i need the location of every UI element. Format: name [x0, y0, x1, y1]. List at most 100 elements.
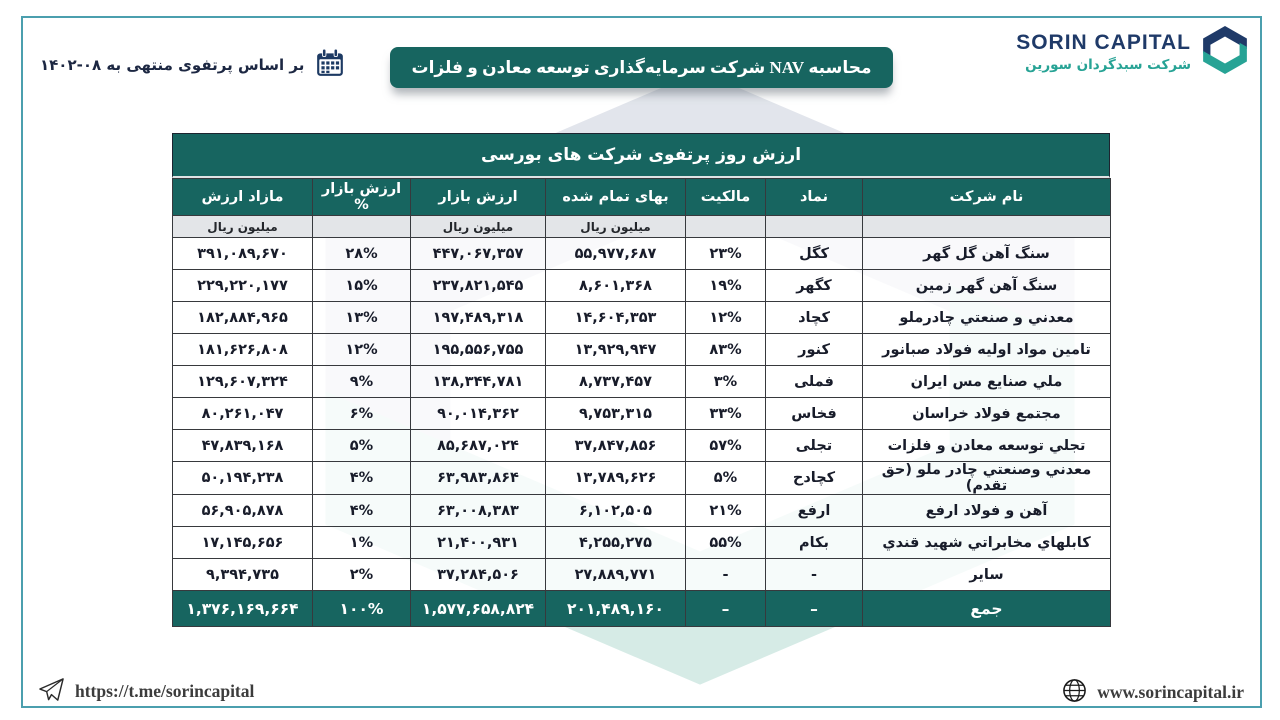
unit-cell — [862, 215, 1111, 238]
table-cell: تجلی — [765, 429, 863, 462]
telegram-plane-icon — [38, 676, 65, 707]
table-cell: ۶۳,۹۸۳,۸۶۴ — [410, 461, 546, 495]
table-cell: ۶۳,۰۰۸,۳۸۳ — [410, 494, 546, 527]
table-cell: بکام — [765, 526, 863, 559]
table-cell: ۵۶,۹۰۵,۸۷۸ — [172, 494, 313, 527]
table-cell: کچادح — [765, 461, 863, 495]
table-cell: ۱۹۷,۴۸۹,۳۱۸ — [410, 301, 546, 334]
total-row: جمع – –۲۰۱,۴۸۹,۱۶۰ ۱,۵۷۷,۶۵۸,۸۲۴ ۱۰۰% ۱,۳۷۶,۱… — [172, 590, 1111, 627]
portfolio-table: ارزش روز پرتفوی شرکت های بورسی نام شرکت ن… — [172, 133, 1111, 627]
table-cell: ۹,۷۵۳,۳۱۵ — [545, 397, 686, 430]
table-cell: ملي صنايع مس ايران — [862, 365, 1111, 398]
table-cell: کگل — [765, 237, 863, 270]
table-cell: ۴۴۷,۰۶۷,۳۵۷ — [410, 237, 546, 270]
sorin-logo-icon — [1200, 24, 1250, 80]
table-cell: ۱۳۸,۳۴۴,۷۸۱ — [410, 365, 546, 398]
total-cell: ۱,۳۷۶,۱۶۹,۶۶۴ — [172, 590, 313, 627]
table-cell: سایر — [862, 558, 1111, 591]
table-cell: ۱۳% — [312, 301, 411, 334]
table-cell: ۲۳% — [685, 237, 766, 270]
brand-subtitle: شرکت سبدگردان سورین — [1025, 56, 1191, 73]
total-cell: ۱,۵۷۷,۶۵۸,۸۲۴ — [410, 590, 546, 627]
table-cell: ۸۳% — [685, 333, 766, 366]
table-row: سایر - -۲۷,۸۸۹,۷۷۱ ۳۷,۲۸۴,۵۰۶ ۲% ۹,۳۹۴,۷۳۵ — [172, 558, 1111, 591]
brand-name: SORIN CAPITAL — [1016, 31, 1191, 55]
table-cell: ۲۷,۸۸۹,۷۷۱ — [545, 558, 686, 591]
column-header: بهای تمام شده — [545, 178, 686, 216]
table-cell: ۱۳,۷۸۹,۶۲۶ — [545, 461, 686, 495]
nav-banner-title: محاسبه NAV شرکت سرمایه‌گذاری توسعه معادن… — [390, 47, 893, 88]
table-cell: ۹,۳۹۴,۷۳۵ — [172, 558, 313, 591]
table-cell: ۹% — [312, 365, 411, 398]
table-cell: ۵۵,۹۷۷,۶۸۷ — [545, 237, 686, 270]
table-cell: آهن و فولاد ارفع — [862, 494, 1111, 527]
unit-cell: میلیون ریال — [410, 215, 546, 238]
table-cell: ۳۹۱,۰۸۹,۶۷۰ — [172, 237, 313, 270]
table-title: ارزش روز پرتفوی شرکت های بورسی — [172, 133, 1110, 178]
table-cell: معدني وصنعتي چادر ملو (حق تقدم) — [862, 461, 1111, 495]
table-cell: ۳۷,۲۸۴,۵۰۶ — [410, 558, 546, 591]
table-cell: کگهر — [765, 269, 863, 302]
table-cell: ۲۱% — [685, 494, 766, 527]
table-cell: - — [685, 558, 766, 591]
table-cell: مجتمع فولاد خراسان — [862, 397, 1111, 430]
telegram-link[interactable]: https://t.me/sorincapital — [38, 676, 254, 707]
unit-cell — [312, 215, 411, 238]
unit-cell: میلیون ریال — [545, 215, 686, 238]
table-cell: ۵۵% — [685, 526, 766, 559]
column-header: نماد — [765, 178, 863, 216]
website-url: www.sorincapital.ir — [1097, 682, 1244, 702]
table-cell: ۱۲۹,۶۰۷,۳۲۴ — [172, 365, 313, 398]
website-link[interactable]: www.sorincapital.ir — [1062, 678, 1244, 707]
table-cell: ۳۳% — [685, 397, 766, 430]
unit-cell: میلیون ریال — [172, 215, 313, 238]
table-cell: ۳% — [685, 365, 766, 398]
table-cell: ۱۸۲,۸۸۴,۹۶۵ — [172, 301, 313, 334]
table-cell: ۱۹۵,۵۵۶,۷۵۵ — [410, 333, 546, 366]
column-header: مالکیت — [685, 178, 766, 216]
total-cell: – — [765, 590, 863, 627]
table-cell: ۴۷,۸۳۹,۱۶۸ — [172, 429, 313, 462]
table-row: آهن و فولاد ارفع ارفع ۲۱% ۶,۱۰۲,۵۰۵ ۶۳,۰۰۸,۳… — [172, 494, 1111, 527]
table-cell: ۲۲۹,۲۲۰,۱۷۷ — [172, 269, 313, 302]
table-cell: ۱۲% — [312, 333, 411, 366]
table-body: سنگ آهن گل گهر کگل ۲۳% ۵۵,۹۷۷,۶۸۷ ۴۴۷,۰۶۷,۳۵… — [172, 237, 1111, 591]
total-cell: – — [685, 590, 766, 627]
table-row: سنگ آهن گهر زمین کگهر ۱۹% ۸,۶۰۱,۳۶۸ ۲۳۷,۸۲۱,… — [172, 269, 1111, 302]
table-cell: ۸۰,۲۶۱,۰۴۷ — [172, 397, 313, 430]
table-cell: کابلهاي مخابراتي شهید قندي — [862, 526, 1111, 559]
table-cell: ۶,۱۰۲,۵۰۵ — [545, 494, 686, 527]
telegram-url: https://t.me/sorincapital — [75, 681, 255, 701]
table-cell: ۵% — [685, 461, 766, 495]
table-cell: سنگ آهن گل گهر — [862, 237, 1111, 270]
table-cell: معدني و صنعتي چادرملو — [862, 301, 1111, 334]
calendar-icon — [315, 48, 345, 82]
table-cell: کچاد — [765, 301, 863, 334]
date-note: بر اساس پرتفوی منتهی به ۰۸-۱۴۰۲ — [40, 48, 345, 82]
table-cell: تجلي توسعه معادن و فلزات — [862, 429, 1111, 462]
table-cell: ۸۵,۶۸۷,۰۲۴ — [410, 429, 546, 462]
table-cell: ۶% — [312, 397, 411, 430]
table-row: معدني و صنعتي چادرملو کچاد ۱۲% ۱۴,۶۰۴,۳۵۳ ۱۹… — [172, 301, 1111, 334]
table-cell: ۴% — [312, 494, 411, 527]
table-cell: ۵% — [312, 429, 411, 462]
column-header: مازاد ارزش — [172, 178, 313, 216]
total-cell: ۲۰۱,۴۸۹,۱۶۰ — [545, 590, 686, 627]
table-row: تامین مواد اولیه فولاد صبانور کنور ۸۳% ۱۳,۹… — [172, 333, 1111, 366]
table-cell: فملی — [765, 365, 863, 398]
table-cell: - — [765, 558, 863, 591]
table-cell: ۱۸۱,۶۲۶,۸۰۸ — [172, 333, 313, 366]
column-header: ارزش بازار % — [312, 178, 411, 216]
unit-cell — [685, 215, 766, 238]
total-cell: جمع — [862, 590, 1111, 627]
table-cell: ارفع — [765, 494, 863, 527]
table-row: سنگ آهن گل گهر کگل ۲۳% ۵۵,۹۷۷,۶۸۷ ۴۴۷,۰۶۷,۳۵… — [172, 237, 1111, 270]
column-header: ارزش بازار — [410, 178, 546, 216]
table-row: کابلهاي مخابراتي شهید قندي بکام ۵۵% ۴,۲۵۵,۲… — [172, 526, 1111, 559]
table-cell: ۱۵% — [312, 269, 411, 302]
unit-cell — [765, 215, 863, 238]
header-row: نام شرکت نماد مالکیت بهای تمام شده ارزش بازا… — [172, 178, 1111, 216]
table-cell: تامین مواد اولیه فولاد صبانور — [862, 333, 1111, 366]
table-cell: ۱۳,۹۲۹,۹۴۷ — [545, 333, 686, 366]
unit-row: میلیون ریال میلیون ریال میلیون ریال — [172, 215, 1111, 238]
